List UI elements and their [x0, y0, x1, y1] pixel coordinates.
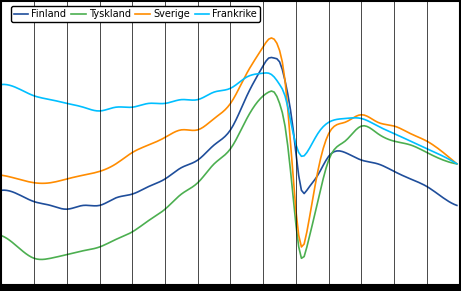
Finland [83, 203, 89, 207]
Frankrike [154, 102, 160, 105]
Tyskland [454, 162, 460, 166]
Sverige [299, 245, 304, 249]
Line: Tyskland: Tyskland [1, 91, 457, 260]
Line: Sverige: Sverige [1, 38, 457, 247]
Frankrike [81, 105, 86, 109]
Tyskland [40, 258, 45, 261]
Line: Frankrike: Frankrike [1, 73, 457, 164]
Tyskland [157, 212, 162, 215]
Sverige [258, 49, 263, 53]
Sverige [454, 162, 460, 166]
Sverige [0, 173, 4, 177]
Finland [269, 56, 274, 59]
Finland [0, 189, 4, 192]
Frankrike [269, 73, 274, 76]
Sverige [367, 116, 372, 119]
Frankrike [258, 72, 263, 75]
Finland [272, 56, 277, 60]
Sverige [81, 173, 86, 177]
Tyskland [272, 90, 277, 94]
Frankrike [0, 83, 4, 86]
Frankrike [263, 71, 269, 75]
Finland [157, 180, 162, 184]
Tyskland [269, 89, 274, 93]
Legend: Finland, Tyskland, Sverige, Frankrike: Finland, Tyskland, Sverige, Frankrike [11, 6, 260, 22]
Sverige [269, 36, 274, 40]
Tyskland [367, 126, 372, 129]
Finland [454, 204, 460, 207]
Frankrike [130, 105, 135, 109]
Line: Finland: Finland [1, 58, 457, 209]
Frankrike [364, 119, 370, 122]
Frankrike [454, 162, 460, 166]
Sverige [154, 140, 160, 143]
Finland [64, 207, 70, 211]
Tyskland [0, 234, 4, 237]
Sverige [266, 38, 272, 41]
Sverige [130, 151, 135, 154]
Finland [132, 191, 138, 195]
Finland [367, 160, 372, 164]
Tyskland [83, 249, 89, 252]
Finland [260, 64, 266, 67]
Tyskland [132, 228, 138, 232]
Tyskland [260, 94, 266, 97]
